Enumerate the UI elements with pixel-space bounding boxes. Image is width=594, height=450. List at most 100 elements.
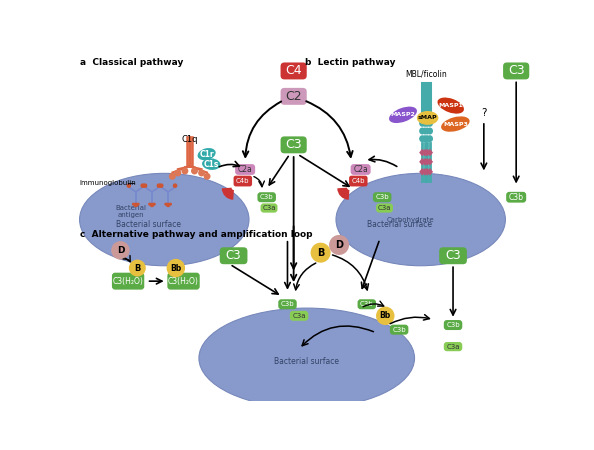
Text: C3a: C3a — [263, 205, 276, 211]
Text: C1s: C1s — [204, 160, 219, 169]
Ellipse shape — [424, 127, 430, 135]
Polygon shape — [422, 168, 428, 176]
Ellipse shape — [422, 127, 428, 135]
Text: MASP3: MASP3 — [443, 122, 468, 126]
Text: C3b: C3b — [508, 193, 524, 202]
Circle shape — [329, 235, 349, 255]
Text: C3(H₂O): C3(H₂O) — [168, 277, 199, 286]
Ellipse shape — [427, 135, 433, 142]
Circle shape — [311, 243, 331, 263]
Text: C1q: C1q — [181, 135, 198, 144]
Circle shape — [173, 183, 178, 188]
Text: C2: C2 — [285, 90, 302, 103]
Text: C3: C3 — [226, 249, 241, 262]
Text: C2a: C2a — [353, 165, 368, 174]
Polygon shape — [419, 148, 425, 157]
FancyBboxPatch shape — [290, 311, 308, 321]
Text: C3: C3 — [508, 64, 525, 77]
Ellipse shape — [419, 127, 425, 135]
FancyBboxPatch shape — [503, 63, 529, 79]
Ellipse shape — [202, 158, 220, 170]
Text: C1r: C1r — [200, 149, 214, 158]
Circle shape — [169, 173, 176, 180]
Text: sMAP: sMAP — [418, 115, 437, 121]
Ellipse shape — [422, 120, 428, 127]
FancyBboxPatch shape — [350, 164, 371, 175]
Ellipse shape — [438, 98, 464, 114]
Text: C3b: C3b — [392, 327, 406, 333]
Text: ?: ? — [481, 108, 486, 118]
FancyBboxPatch shape — [112, 273, 144, 290]
Ellipse shape — [419, 135, 425, 142]
Circle shape — [148, 202, 151, 206]
FancyBboxPatch shape — [280, 136, 307, 153]
Polygon shape — [424, 148, 430, 157]
Circle shape — [159, 183, 163, 188]
Circle shape — [191, 167, 198, 175]
FancyBboxPatch shape — [444, 342, 462, 351]
Text: D: D — [116, 246, 124, 255]
FancyBboxPatch shape — [278, 299, 297, 309]
Circle shape — [165, 202, 168, 206]
Polygon shape — [419, 168, 425, 176]
FancyBboxPatch shape — [506, 192, 526, 202]
Ellipse shape — [427, 127, 433, 135]
Ellipse shape — [417, 111, 438, 125]
FancyBboxPatch shape — [220, 247, 248, 264]
Circle shape — [132, 202, 135, 206]
Text: MASP1: MASP1 — [438, 103, 463, 108]
Text: C3(H₂O): C3(H₂O) — [113, 277, 144, 286]
Circle shape — [198, 170, 205, 176]
Ellipse shape — [424, 135, 430, 142]
Text: Immunoglobulin: Immunoglobulin — [80, 180, 137, 186]
Circle shape — [143, 183, 147, 188]
Text: MASP2: MASP2 — [390, 112, 415, 117]
Ellipse shape — [199, 308, 415, 408]
Text: C4: C4 — [285, 64, 302, 77]
FancyBboxPatch shape — [235, 164, 255, 175]
Circle shape — [166, 259, 185, 277]
FancyBboxPatch shape — [349, 176, 368, 186]
FancyBboxPatch shape — [390, 324, 409, 335]
Polygon shape — [422, 158, 428, 166]
Text: C3b: C3b — [360, 301, 374, 307]
Circle shape — [150, 202, 154, 207]
Text: Bacterial surface: Bacterial surface — [274, 357, 339, 366]
FancyBboxPatch shape — [373, 192, 391, 202]
Text: C3b: C3b — [446, 322, 460, 328]
FancyBboxPatch shape — [261, 203, 277, 212]
Text: C4b: C4b — [236, 178, 249, 184]
Text: C3b: C3b — [375, 194, 389, 200]
Ellipse shape — [427, 120, 433, 127]
Text: MBL/ficolin: MBL/ficolin — [405, 70, 447, 79]
Ellipse shape — [80, 173, 249, 266]
Polygon shape — [422, 148, 428, 157]
FancyBboxPatch shape — [376, 203, 393, 212]
Circle shape — [181, 167, 188, 175]
Polygon shape — [427, 158, 433, 166]
Ellipse shape — [441, 117, 470, 132]
Circle shape — [137, 202, 140, 206]
Text: C3: C3 — [446, 249, 461, 262]
FancyBboxPatch shape — [280, 88, 307, 105]
FancyBboxPatch shape — [168, 273, 200, 290]
FancyBboxPatch shape — [358, 299, 376, 309]
Polygon shape — [427, 148, 433, 157]
Circle shape — [166, 202, 170, 207]
FancyBboxPatch shape — [257, 192, 276, 202]
Circle shape — [175, 170, 181, 176]
Ellipse shape — [419, 120, 425, 127]
Text: D: D — [335, 240, 343, 250]
Text: C3: C3 — [285, 138, 302, 151]
Text: C3b: C3b — [260, 194, 273, 200]
Ellipse shape — [422, 135, 428, 142]
Polygon shape — [419, 158, 425, 166]
Ellipse shape — [198, 148, 216, 160]
Circle shape — [129, 260, 146, 277]
Circle shape — [153, 202, 156, 206]
Text: B: B — [317, 248, 324, 258]
Circle shape — [111, 241, 129, 260]
Circle shape — [127, 183, 131, 188]
Text: Bb: Bb — [380, 311, 391, 320]
Polygon shape — [424, 168, 430, 176]
